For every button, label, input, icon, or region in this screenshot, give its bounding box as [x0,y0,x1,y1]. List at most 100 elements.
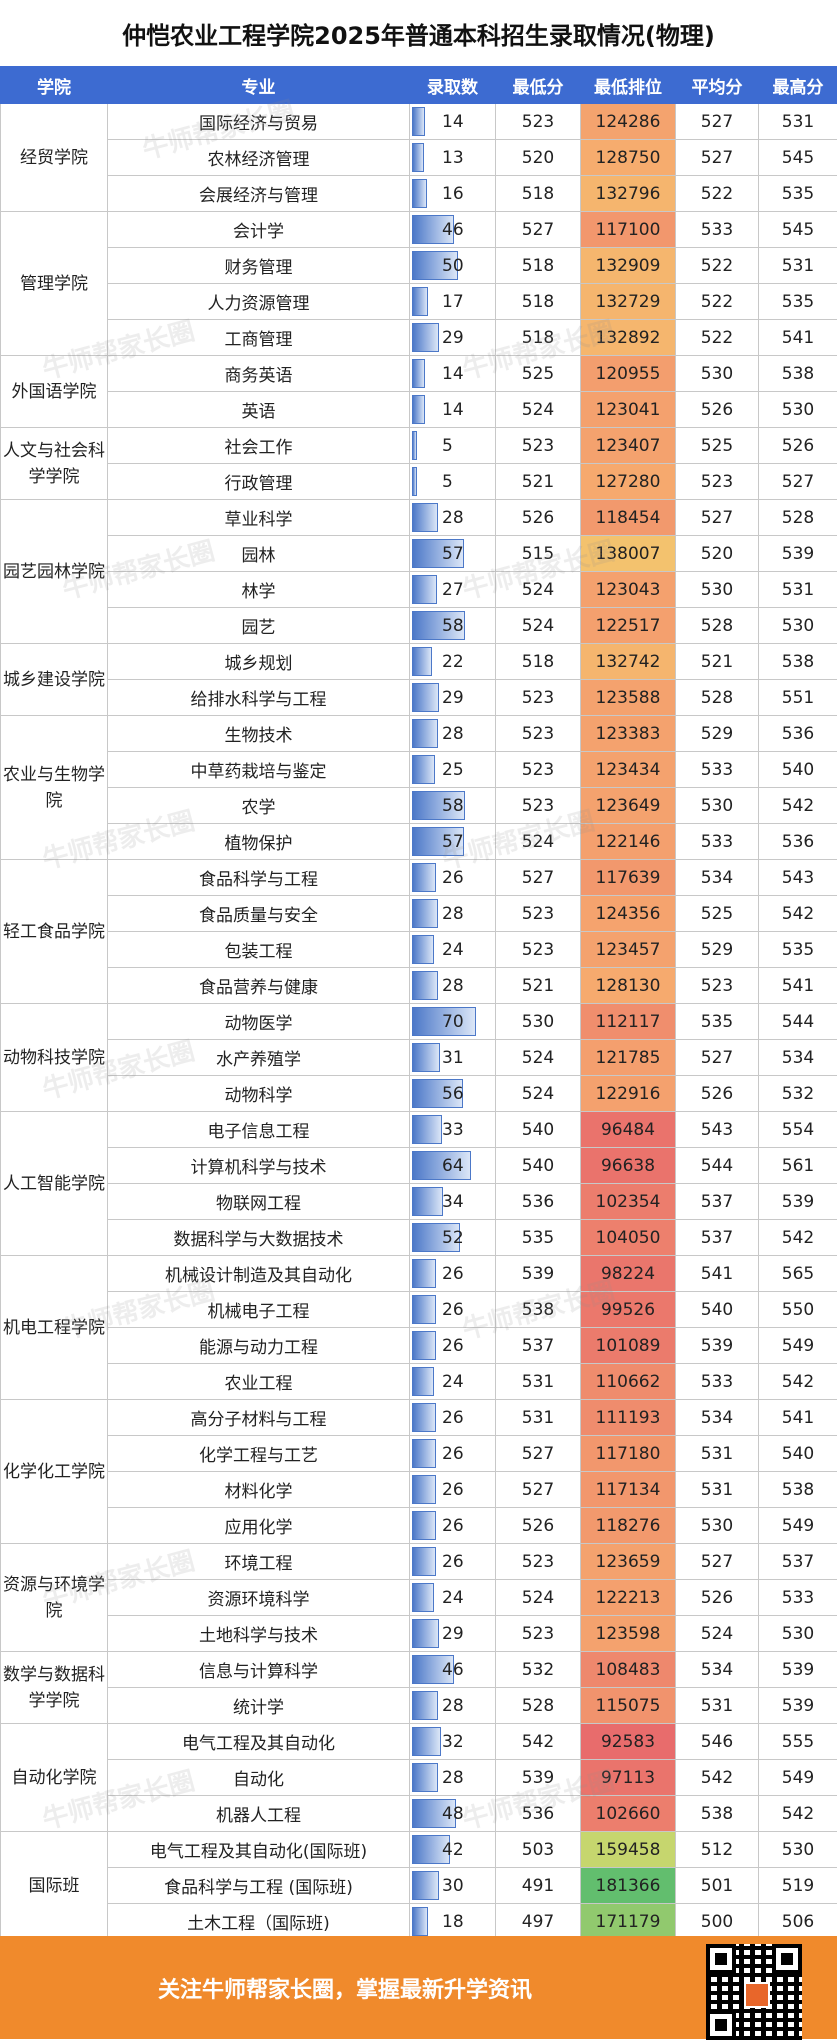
college-cell: 数学与数据科学学院 [1,1652,108,1724]
max-score-cell: 538 [759,1472,837,1508]
major-cell: 动物医学 [108,1004,410,1040]
major-cell: 社会工作 [108,428,410,464]
college-cell: 化学化工学院 [1,1400,108,1544]
enrolled-value: 31 [410,1048,464,1068]
enrolled-cell: 52 [410,1220,496,1256]
min-rank-cell: 124356 [581,896,676,932]
min-rank-cell: 171179 [581,1904,676,1940]
enrolled-cell: 16 [410,176,496,212]
max-score-cell: 549 [759,1328,837,1364]
avg-score-cell: 533 [676,1364,759,1400]
min-rank-cell: 99526 [581,1292,676,1328]
enrolled-cell: 30 [410,1868,496,1904]
avg-score-cell: 501 [676,1868,759,1904]
min-rank-cell: 120955 [581,356,676,392]
avg-score-cell: 535 [676,1004,759,1040]
max-score-cell: 536 [759,824,837,860]
major-cell: 物联网工程 [108,1184,410,1220]
header-avg-score: 平均分 [676,67,759,104]
major-cell: 园艺 [108,608,410,644]
major-cell: 植物保护 [108,824,410,860]
min-score-cell: 524 [496,608,581,644]
min-rank-cell: 132729 [581,284,676,320]
min-rank-cell: 117134 [581,1472,676,1508]
header-min-score: 最低分 [496,67,581,104]
min-score-cell: 523 [496,932,581,968]
min-rank-cell: 128750 [581,140,676,176]
enrolled-value: 57 [410,544,464,564]
qr-code-icon [706,1944,802,2040]
min-score-cell: 537 [496,1328,581,1364]
max-score-cell: 551 [759,680,837,716]
major-cell: 信息与计算科学 [108,1652,410,1688]
table-header-row: 学院 专业 录取数 最低分 最低排位 平均分 最高分 [1,67,837,104]
enrolled-cell: 64 [410,1148,496,1184]
header-college: 学院 [1,67,108,104]
min-rank-cell: 123588 [581,680,676,716]
avg-score-cell: 531 [676,1472,759,1508]
major-cell: 动物科学 [108,1076,410,1112]
enrolled-value: 33 [410,1120,464,1140]
min-rank-cell: 121785 [581,1040,676,1076]
max-score-cell: 519 [759,1868,837,1904]
enrolled-value: 16 [410,184,464,204]
major-cell: 应用化学 [108,1508,410,1544]
min-rank-cell: 117639 [581,860,676,896]
min-rank-cell: 138007 [581,536,676,572]
enrolled-cell: 26 [410,1508,496,1544]
min-rank-cell: 115075 [581,1688,676,1724]
college-cell: 轻工食品学院 [1,860,108,1004]
enrolled-cell: 5 [410,428,496,464]
enrolled-value: 29 [410,328,464,348]
enrolled-value: 13 [410,148,464,168]
enrolled-cell: 26 [410,1256,496,1292]
enrolled-value: 57 [410,832,464,852]
min-score-cell: 542 [496,1724,581,1760]
min-score-cell: 538 [496,1292,581,1328]
max-score-cell: 506 [759,1904,837,1940]
max-score-cell: 535 [759,284,837,320]
min-rank-cell: 127280 [581,464,676,500]
enrolled-value: 64 [410,1156,464,1176]
max-score-cell: 528 [759,500,837,536]
max-score-cell: 539 [759,1184,837,1220]
min-rank-cell: 123407 [581,428,676,464]
min-score-cell: 518 [496,284,581,320]
min-score-cell: 528 [496,1688,581,1724]
enrolled-cell: 13 [410,140,496,176]
min-score-cell: 526 [496,1508,581,1544]
header-enrolled: 录取数 [410,67,496,104]
min-score-cell: 523 [496,788,581,824]
enrolled-value: 28 [410,724,464,744]
min-score-cell: 530 [496,1004,581,1040]
enrolled-cell: 29 [410,1616,496,1652]
min-score-cell: 515 [496,536,581,572]
min-score-cell: 518 [496,248,581,284]
enrolled-cell: 48 [410,1796,496,1832]
major-cell: 会展经济与管理 [108,176,410,212]
min-rank-cell: 122146 [581,824,676,860]
max-score-cell: 541 [759,320,837,356]
avg-score-cell: 529 [676,932,759,968]
avg-score-cell: 534 [676,1652,759,1688]
avg-score-cell: 512 [676,1832,759,1868]
min-rank-cell: 92583 [581,1724,676,1760]
avg-score-cell: 526 [676,1076,759,1112]
enrolled-value: 28 [410,976,464,996]
avg-score-cell: 526 [676,1580,759,1616]
enrolled-value: 26 [410,1444,464,1464]
